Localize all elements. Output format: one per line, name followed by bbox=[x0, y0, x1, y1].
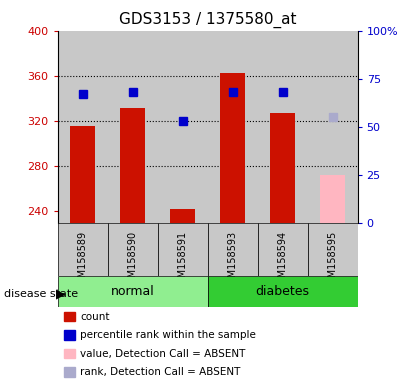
Bar bbox=[270, 113, 295, 223]
Bar bbox=[258, 31, 307, 223]
Bar bbox=[157, 31, 208, 223]
Bar bbox=[170, 209, 195, 223]
Text: GSM158593: GSM158593 bbox=[228, 231, 238, 290]
Text: disease state: disease state bbox=[4, 289, 78, 299]
Text: diabetes: diabetes bbox=[256, 285, 309, 298]
Title: GDS3153 / 1375580_at: GDS3153 / 1375580_at bbox=[119, 12, 296, 28]
Bar bbox=[58, 31, 108, 223]
Text: GSM158594: GSM158594 bbox=[277, 231, 288, 290]
Bar bbox=[208, 276, 358, 307]
Text: ▶: ▶ bbox=[55, 287, 65, 300]
Bar bbox=[208, 31, 258, 223]
Bar bbox=[157, 223, 208, 276]
Text: GSM158590: GSM158590 bbox=[127, 231, 138, 290]
Bar bbox=[120, 108, 145, 223]
Text: rank, Detection Call = ABSENT: rank, Detection Call = ABSENT bbox=[80, 367, 240, 377]
Text: count: count bbox=[80, 312, 110, 322]
Bar bbox=[70, 126, 95, 223]
Bar bbox=[307, 223, 358, 276]
Text: GSM158591: GSM158591 bbox=[178, 231, 187, 290]
Bar bbox=[58, 223, 108, 276]
Text: percentile rank within the sample: percentile rank within the sample bbox=[80, 330, 256, 340]
Text: normal: normal bbox=[111, 285, 155, 298]
Text: GSM158589: GSM158589 bbox=[78, 231, 88, 290]
Bar bbox=[258, 223, 307, 276]
Text: GSM158595: GSM158595 bbox=[328, 231, 337, 290]
Bar bbox=[108, 223, 157, 276]
Bar bbox=[220, 73, 245, 223]
Bar bbox=[320, 175, 345, 223]
Bar bbox=[307, 31, 358, 223]
Text: value, Detection Call = ABSENT: value, Detection Call = ABSENT bbox=[80, 349, 245, 359]
Bar bbox=[208, 223, 258, 276]
Bar bbox=[108, 31, 157, 223]
Bar bbox=[58, 276, 208, 307]
